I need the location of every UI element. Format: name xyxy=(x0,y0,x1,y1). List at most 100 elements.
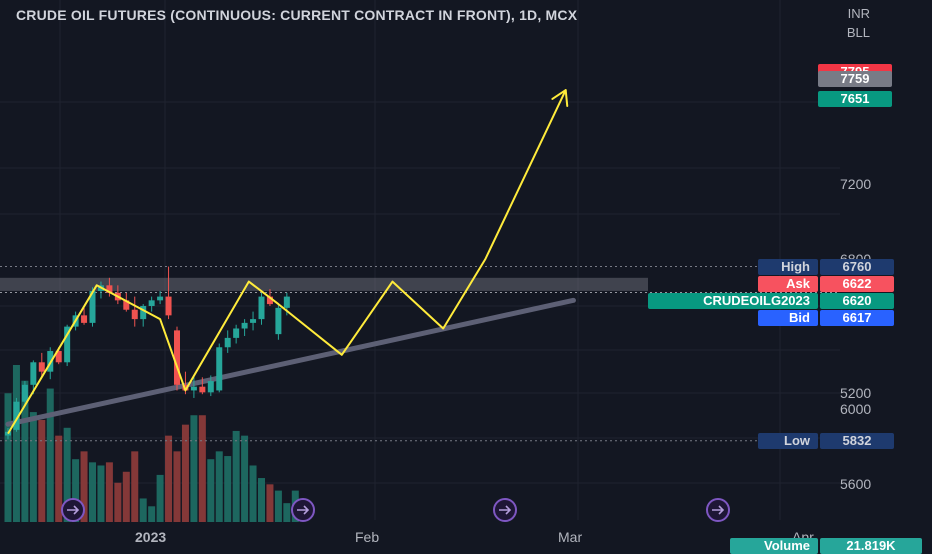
price-label-value: 6617 xyxy=(820,310,894,327)
volume-bar xyxy=(258,478,265,522)
projection-arrowhead xyxy=(551,89,569,108)
candle-body xyxy=(123,300,130,310)
volume-bar xyxy=(12,365,20,522)
volume-bar xyxy=(97,465,105,522)
candle-body xyxy=(207,381,214,393)
candle-body xyxy=(131,309,138,320)
price-label-name: High xyxy=(758,258,818,275)
currency-label: INR xyxy=(847,6,870,21)
time-tick: Feb xyxy=(355,529,380,545)
event-arrow-icon xyxy=(499,505,512,515)
volume-bar xyxy=(72,459,80,522)
candle-body xyxy=(258,296,265,320)
candle-body xyxy=(266,296,273,305)
volume-bar xyxy=(207,459,215,522)
candle-body xyxy=(157,296,164,301)
volume-bar xyxy=(63,427,71,522)
volume-bar xyxy=(198,415,206,522)
candle-body xyxy=(30,362,37,385)
candles xyxy=(5,266,290,440)
unit-label: BLL xyxy=(846,25,870,40)
candle-body xyxy=(283,296,290,308)
event-arrow-icon xyxy=(67,505,80,515)
volume-bar xyxy=(232,430,240,522)
candle-body xyxy=(233,328,240,338)
projection-path[interactable] xyxy=(7,89,567,435)
candle-body xyxy=(174,330,180,385)
volume-bar xyxy=(241,435,249,522)
price-tick: 7200 xyxy=(840,175,872,192)
price-label-value: 6760 xyxy=(820,258,894,275)
price-label-value: 5832 xyxy=(820,432,894,449)
volume-bar xyxy=(266,484,274,522)
volume-bars xyxy=(4,365,299,522)
volume-bar xyxy=(283,503,291,522)
volume-bar xyxy=(21,380,29,522)
event-arrow-icon xyxy=(297,505,310,515)
volume-bar xyxy=(38,419,46,522)
candle-body xyxy=(199,386,206,393)
volume-bar xyxy=(190,415,198,522)
candle-body xyxy=(250,319,257,323)
price-label-value: 6620 xyxy=(820,293,894,310)
trendline[interactable] xyxy=(5,297,576,427)
volume-bar xyxy=(173,451,181,522)
price-label-name: Bid xyxy=(758,310,818,327)
volume-bar xyxy=(55,435,63,522)
candle-body xyxy=(106,285,113,293)
candle-body xyxy=(55,351,62,363)
price-tick: 5600 xyxy=(840,476,872,493)
price-tick: 5200 xyxy=(840,385,872,401)
volume-bar xyxy=(215,451,223,522)
candle-body xyxy=(38,362,45,372)
candle-body xyxy=(21,384,28,402)
candle-body xyxy=(275,307,282,335)
time-tick: 2023 xyxy=(135,529,167,545)
candle-body xyxy=(190,386,197,391)
volume-bar xyxy=(148,506,156,522)
candle-body xyxy=(165,296,172,316)
chart-title: CRUDE OIL FUTURES (CONTINUOUS: CURRENT C… xyxy=(16,7,578,23)
price-label-name: Ask xyxy=(758,276,818,293)
volume-bar xyxy=(122,471,130,522)
volume-bar xyxy=(89,462,96,522)
candle-body xyxy=(148,300,155,306)
grid xyxy=(0,0,840,520)
arrowhead-stroke xyxy=(551,89,567,100)
price-label-value: 6622 xyxy=(820,276,894,293)
volume-bar xyxy=(156,474,164,522)
candle-body xyxy=(89,290,96,323)
candle-body xyxy=(140,305,147,320)
price-label-value: 7651 xyxy=(818,91,892,108)
time-tick: Mar xyxy=(558,529,583,545)
candle-body xyxy=(241,322,248,329)
candle-body xyxy=(64,326,71,363)
event-markers xyxy=(61,498,730,522)
candle-body xyxy=(5,431,11,436)
volume-bar xyxy=(274,490,282,522)
price-label-value: 7759 xyxy=(818,71,892,88)
resistance-band xyxy=(0,277,648,291)
volume-bar xyxy=(29,412,37,522)
volume-bar xyxy=(131,451,139,522)
price-label-name: Volume xyxy=(730,538,818,554)
volume-bar xyxy=(80,451,88,522)
volume-bar xyxy=(4,393,12,522)
volume-bar xyxy=(165,435,173,522)
volume-bar xyxy=(114,482,122,522)
price-label-value: 21.819K xyxy=(820,538,922,554)
price-label-name: Low xyxy=(758,432,818,449)
volume-bar xyxy=(249,465,257,522)
candle-body xyxy=(224,337,231,348)
volume-bar xyxy=(224,456,232,522)
candle-body xyxy=(216,347,223,391)
price-tick: 6000 xyxy=(840,401,872,418)
volume-bar xyxy=(139,498,147,522)
volume-bar xyxy=(46,388,54,522)
volume-bar xyxy=(105,462,113,522)
arrowhead-stroke xyxy=(564,89,569,108)
price-label-name: CRUDEOILG2023 xyxy=(648,293,818,310)
candle-body xyxy=(81,315,88,323)
event-arrow-icon xyxy=(712,505,725,515)
